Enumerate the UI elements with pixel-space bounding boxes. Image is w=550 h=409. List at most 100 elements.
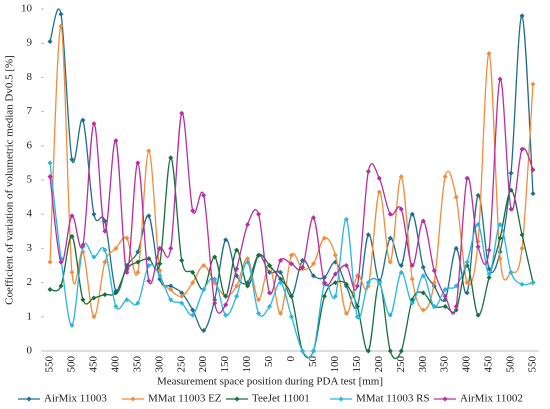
point <box>102 292 108 298</box>
point <box>299 348 305 354</box>
point <box>201 327 207 333</box>
point <box>420 307 426 313</box>
x-tick-label: 150 <box>219 356 231 373</box>
point <box>519 281 525 287</box>
point <box>453 245 459 251</box>
point <box>420 273 426 279</box>
x-tick-label: 200 <box>197 356 209 373</box>
y-tick-label: 4 <box>27 208 33 220</box>
x-axis-label: Measurement space position during PDA te… <box>157 376 383 388</box>
point <box>113 290 119 296</box>
point <box>146 256 152 262</box>
point <box>519 13 525 19</box>
point <box>91 254 97 260</box>
point <box>519 146 525 152</box>
legend-label: TeeJet 11001 <box>252 393 310 405</box>
point <box>409 276 415 282</box>
x-tick-label: 350 <box>131 356 143 373</box>
point <box>179 257 185 263</box>
point <box>278 257 284 263</box>
point <box>278 280 284 286</box>
y-tick-label: 7 <box>27 105 33 117</box>
point <box>343 216 349 222</box>
point <box>267 304 273 310</box>
point <box>332 271 338 277</box>
point <box>102 247 108 253</box>
point <box>310 261 316 267</box>
point <box>442 293 448 299</box>
point <box>289 314 294 320</box>
point <box>91 211 97 217</box>
series-line <box>49 25 534 318</box>
x-tick-label: 300 <box>417 356 429 373</box>
point <box>530 81 536 87</box>
point <box>343 263 349 268</box>
x-tick-label: 100 <box>241 356 253 373</box>
y-axis-label: Coefficient of variation of volumetric m… <box>4 55 16 305</box>
point <box>157 273 163 279</box>
point <box>80 117 86 123</box>
point <box>475 221 481 227</box>
legend-marker <box>26 396 32 402</box>
point <box>387 259 393 265</box>
point <box>431 280 437 286</box>
point <box>135 300 141 306</box>
point <box>431 304 437 310</box>
point <box>497 235 503 241</box>
x-tick-label: 50 <box>263 356 275 368</box>
point <box>179 293 185 299</box>
point <box>91 295 97 301</box>
point <box>310 273 316 279</box>
x-tick-label: 550 <box>527 356 539 373</box>
point <box>190 269 196 275</box>
point <box>453 194 459 200</box>
point <box>190 312 196 318</box>
point <box>113 138 119 144</box>
point <box>58 283 64 289</box>
point <box>190 280 196 286</box>
y-tick-label: 1 <box>27 310 33 322</box>
point <box>69 156 75 162</box>
x-tick-label: 400 <box>109 356 121 373</box>
point <box>530 280 536 286</box>
point <box>310 348 316 354</box>
point <box>168 245 174 251</box>
point <box>299 264 305 270</box>
x-tick-label: 450 <box>87 356 99 373</box>
point <box>519 232 525 238</box>
point <box>135 259 141 265</box>
point <box>267 269 273 275</box>
point <box>69 322 75 328</box>
point <box>146 278 152 284</box>
x-tick-label: 400 <box>461 356 473 373</box>
point <box>278 276 284 282</box>
point <box>245 256 251 262</box>
point <box>365 168 371 174</box>
point <box>212 254 218 260</box>
point <box>475 244 481 250</box>
point <box>69 213 75 219</box>
point <box>486 247 492 253</box>
point <box>409 211 415 217</box>
y-tick-label: 8 <box>27 71 33 83</box>
point <box>289 252 294 258</box>
series-line <box>49 78 534 315</box>
point <box>475 312 481 318</box>
point <box>442 174 448 180</box>
point <box>398 348 404 354</box>
x-tick-label: 500 <box>505 356 517 373</box>
point <box>58 11 64 17</box>
point <box>157 245 163 251</box>
point <box>47 160 53 166</box>
point <box>146 213 152 219</box>
point <box>124 297 130 303</box>
point <box>508 187 514 193</box>
point <box>387 348 393 354</box>
point <box>321 235 327 241</box>
y-tick-label: 10 <box>21 3 33 15</box>
point <box>278 310 284 316</box>
point <box>387 235 393 241</box>
point <box>387 312 393 318</box>
x-tick-label: 250 <box>175 356 187 373</box>
